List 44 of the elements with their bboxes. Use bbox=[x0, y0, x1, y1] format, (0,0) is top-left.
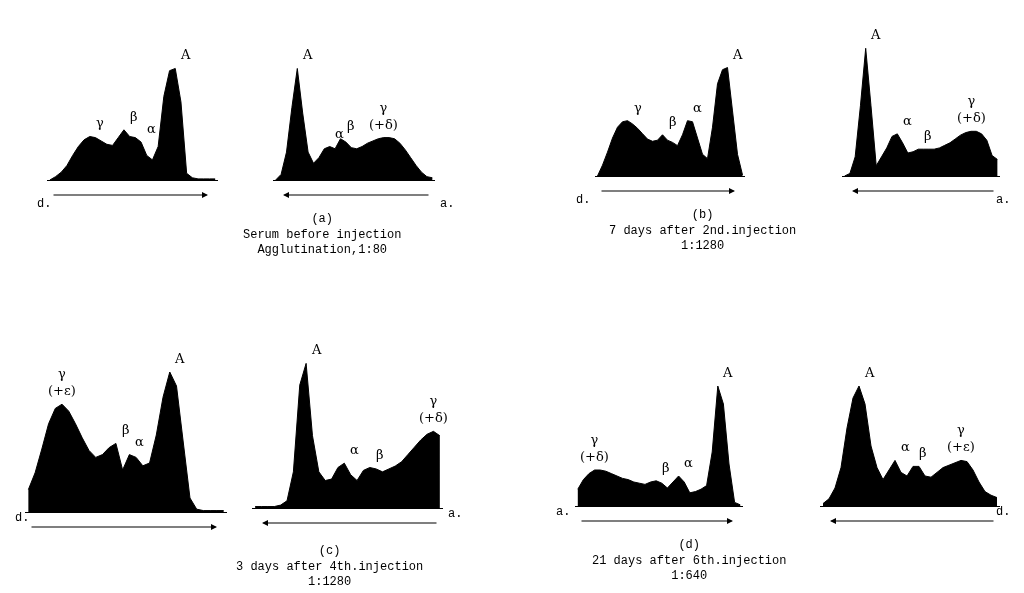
annotation: β bbox=[122, 422, 130, 437]
annotation: α bbox=[693, 100, 702, 115]
annotation: β bbox=[347, 118, 355, 133]
annotation: β bbox=[376, 447, 384, 462]
annotation: β bbox=[130, 109, 138, 124]
annotation: γ (+δ) bbox=[419, 393, 448, 425]
x-axis-title: d. bbox=[996, 505, 1011, 519]
x-axis-title: a. bbox=[448, 507, 463, 521]
text: A bbox=[870, 27, 881, 42]
annotation: β bbox=[919, 445, 927, 460]
annotation: γ (+ε) bbox=[947, 422, 975, 454]
x-axis-title: d. bbox=[15, 511, 30, 525]
annotation: α bbox=[135, 434, 144, 449]
x-axis-title: a. bbox=[440, 197, 455, 211]
text: A bbox=[311, 342, 322, 357]
text: (c) 3 days after 4th.injection 1:1280 bbox=[236, 544, 424, 590]
text: A bbox=[174, 351, 185, 366]
x-axis-title: a. bbox=[996, 193, 1011, 207]
text: (d) 21 days after 6th.injection 1:640 bbox=[592, 538, 787, 584]
annotation: γ bbox=[96, 115, 104, 130]
text: A bbox=[722, 365, 733, 380]
annotation: β bbox=[662, 460, 670, 475]
annotation: γ (+ε) bbox=[48, 366, 76, 398]
annotation: α bbox=[903, 113, 912, 128]
text: A bbox=[864, 365, 875, 380]
text: A bbox=[302, 47, 313, 62]
text: A bbox=[180, 47, 191, 62]
annotation: α bbox=[335, 126, 344, 141]
annotation: α bbox=[684, 455, 693, 470]
x-axis-title: d. bbox=[37, 197, 52, 211]
annotation: α bbox=[147, 121, 156, 136]
text: (b) 7 days after 2nd.injection 1:1280 bbox=[609, 208, 797, 254]
text: (a) Serum before injection Agglutination,1:80 bbox=[243, 212, 402, 258]
annotation: β bbox=[924, 128, 932, 143]
text: A bbox=[732, 47, 743, 62]
annotation: α bbox=[350, 442, 359, 457]
annotation: γ bbox=[634, 100, 642, 115]
x-axis-title: d. bbox=[576, 193, 591, 207]
annotation: γ (+δ) bbox=[957, 93, 986, 125]
annotation: γ (+δ) bbox=[580, 432, 609, 464]
annotation: γ (+δ) bbox=[369, 100, 398, 132]
x-axis-title: a. bbox=[556, 505, 571, 519]
annotation: β bbox=[669, 114, 677, 129]
annotation: α bbox=[901, 439, 910, 454]
